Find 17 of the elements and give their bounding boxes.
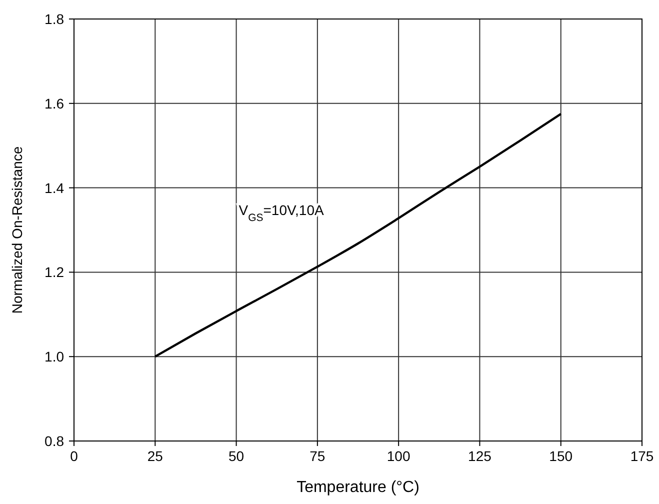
x-tick-label: 125 xyxy=(468,448,492,464)
y-tick-label: 0.8 xyxy=(44,433,64,449)
x-tick-label: 100 xyxy=(386,448,410,464)
x-tick-label: 150 xyxy=(549,448,573,464)
y-axis-title: Normalized On-Resistance xyxy=(9,146,25,314)
y-tick-label: 1.2 xyxy=(44,264,64,280)
x-tick-label: 175 xyxy=(630,448,654,464)
x-tick-label: 0 xyxy=(70,448,78,464)
x-tick-label: 25 xyxy=(147,448,164,464)
x-axis-title: Temperature (°C) xyxy=(296,479,420,496)
x-tick-label: 75 xyxy=(310,448,326,464)
y-tick-label: 1.0 xyxy=(44,348,64,365)
y-tick-label: 1.4 xyxy=(44,180,64,196)
x-tick-label: 50 xyxy=(228,448,244,464)
line-series xyxy=(154,112,562,358)
y-tick-label: 1.8 xyxy=(44,11,64,27)
y-tick-label: 1.6 xyxy=(44,95,64,112)
